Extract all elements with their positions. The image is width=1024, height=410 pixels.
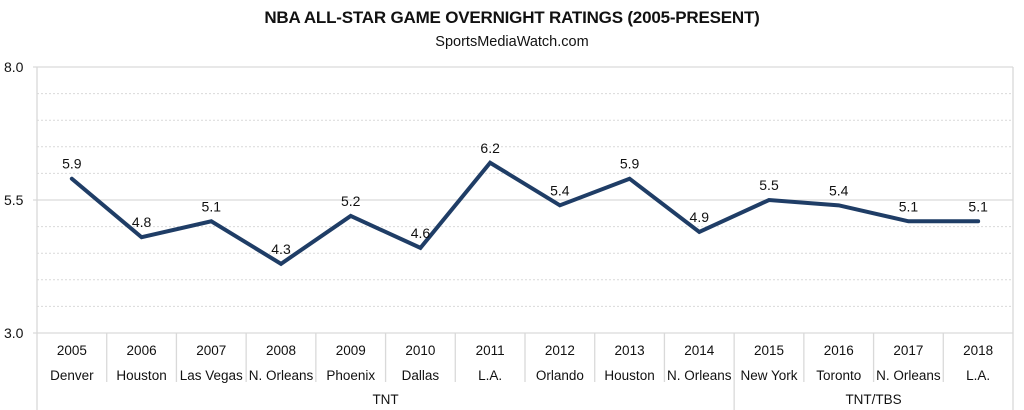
x-tick-label-year: 2006 [127,343,157,358]
data-label: 5.2 [341,193,361,209]
chart-title: NBA ALL-STAR GAME OVERNIGHT RATINGS (200… [264,8,760,27]
y-tick-label: 5.5 [4,192,24,208]
x-tick-label-location: N. Orleans [249,368,314,383]
x-tick-label-year: 2012 [545,343,575,358]
data-label: 5.9 [620,156,640,172]
x-tick-label-year: 2008 [266,343,296,358]
data-label: 5.4 [829,182,849,198]
x-tick-label-location: Orlando [536,368,584,383]
data-label: 5.9 [62,156,82,172]
series-line-group [69,160,981,267]
x-tick-label-year: 2018 [963,343,993,358]
x-tick-label-year: 2007 [196,343,226,358]
x-tick-label-year: 2010 [405,343,435,358]
data-label: 4.9 [690,209,710,225]
data-label: 6.2 [480,140,500,156]
data-label: 5.4 [550,182,570,198]
x-tick-label-location: Houston [116,368,166,383]
series-line-overnight-rating [69,160,981,267]
y-tick-label: 8.0 [4,59,24,75]
network-group-label: TNT/TBS [845,392,901,407]
x-tick-label-location: Las Vegas [180,368,243,383]
axes: 8.0 5.5 3.0 [4,59,38,410]
x-tick-label-year: 2015 [754,343,784,358]
data-label: 4.6 [411,225,431,241]
data-label: 4.3 [271,241,291,257]
x-tick-label-location: L.A. [478,368,502,383]
x-tick-label-location: L.A. [966,368,990,383]
x-axis-categories: 2005 Denver 2006 Houston 2007 Las Vegas 2008 N.… [50,67,1014,410]
data-label: 5.1 [899,198,919,214]
data-labels: 5.9 4.8 5.1 4.3 5.2 4.6 6.2 5.4 5.9 4.9 5.5 5.4 5.1 5… [62,140,988,257]
x-tick-label-location: Houston [604,368,654,383]
chart-subtitle: SportsMediaWatch.com [435,34,589,50]
data-label: 5.5 [759,177,779,193]
data-label: 4.8 [132,214,152,230]
x-tick-label-year: 2016 [824,343,854,358]
x-tick-label-location: Denver [50,368,94,383]
x-tick-label-year: 2014 [684,343,715,358]
data-label: 5.1 [968,198,988,214]
grid-lines [33,66,1013,334]
x-tick-label-location: N. Orleans [876,368,941,383]
x-tick-label-year: 2013 [615,343,645,358]
x-tick-label-year: 2017 [893,343,923,358]
x-tick-label-location: Toronto [816,368,861,383]
x-tick-label-location: New York [740,368,797,383]
network-group-label: TNT [372,392,398,407]
x-tick-label-location: Phoenix [326,368,375,383]
y-tick-label: 3.0 [4,325,24,341]
x-tick-label-location: Dallas [402,368,440,383]
data-label: 5.1 [202,198,222,214]
x-tick-label-year: 2005 [57,343,87,358]
x-tick-label-year: 2011 [476,343,505,358]
x-tick-label-year: 2009 [336,343,366,358]
x-tick-label-location: N. Orleans [667,368,732,383]
